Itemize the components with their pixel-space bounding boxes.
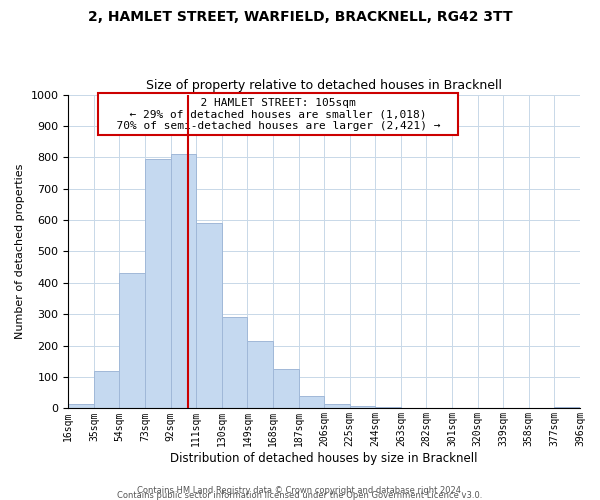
Bar xyxy=(94,371,119,408)
Bar xyxy=(299,396,324,408)
Bar xyxy=(145,159,170,408)
Bar xyxy=(247,341,273,408)
Title: Size of property relative to detached houses in Bracknell: Size of property relative to detached ho… xyxy=(146,79,502,92)
Bar xyxy=(170,154,196,408)
Bar xyxy=(273,369,299,408)
Bar xyxy=(222,318,247,408)
Bar xyxy=(324,404,350,408)
Bar xyxy=(68,404,94,408)
Bar xyxy=(196,223,222,408)
Bar xyxy=(350,406,376,408)
Text: 2 HAMLET STREET: 105sqm  
  ← 29% of detached houses are smaller (1,018)  
  70%: 2 HAMLET STREET: 105sqm ← 29% of detache… xyxy=(103,98,454,131)
Text: 2, HAMLET STREET, WARFIELD, BRACKNELL, RG42 3TT: 2, HAMLET STREET, WARFIELD, BRACKNELL, R… xyxy=(88,10,512,24)
Y-axis label: Number of detached properties: Number of detached properties xyxy=(15,164,25,339)
Bar xyxy=(119,274,145,408)
Text: Contains public sector information licensed under the Open Government Licence v3: Contains public sector information licen… xyxy=(118,491,482,500)
Text: Contains HM Land Registry data © Crown copyright and database right 2024.: Contains HM Land Registry data © Crown c… xyxy=(137,486,463,495)
X-axis label: Distribution of detached houses by size in Bracknell: Distribution of detached houses by size … xyxy=(170,452,478,465)
Bar xyxy=(554,407,580,408)
